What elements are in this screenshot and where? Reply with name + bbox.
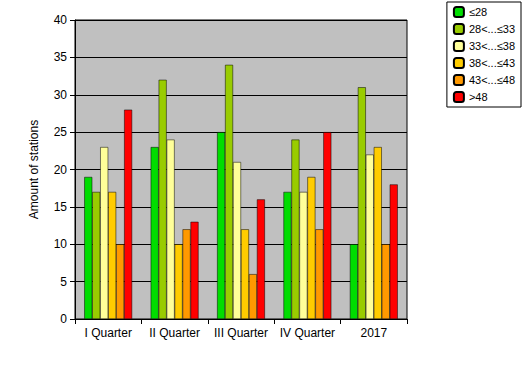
svg-text:15: 15 [54,200,68,214]
svg-text:38<...≤43: 38<...≤43 [469,57,515,69]
svg-text:30: 30 [54,88,68,102]
svg-text:43<...≤48: 43<...≤48 [469,74,515,86]
svg-text:I Quarter: I Quarter [85,326,132,340]
svg-text:35: 35 [54,50,68,64]
svg-text:33<...≤38: 33<...≤38 [469,40,515,52]
svg-text:5: 5 [60,275,67,289]
svg-text:28<...≤33: 28<...≤33 [469,23,515,35]
svg-text:2017: 2017 [360,326,387,340]
svg-text:40: 40 [54,13,68,27]
svg-text:≤28: ≤28 [469,6,487,18]
svg-text:20: 20 [54,163,68,177]
svg-text:Amount of stations: Amount of stations [27,120,41,219]
svg-text:10: 10 [54,237,68,251]
svg-text:>48: >48 [469,91,488,103]
svg-text:III Quarter: III Quarter [214,326,268,340]
svg-text:25: 25 [54,125,68,139]
svg-text:II Quarter: II Quarter [149,326,200,340]
svg-text:IV Quarter: IV Quarter [280,326,335,340]
svg-text:0: 0 [60,312,67,326]
